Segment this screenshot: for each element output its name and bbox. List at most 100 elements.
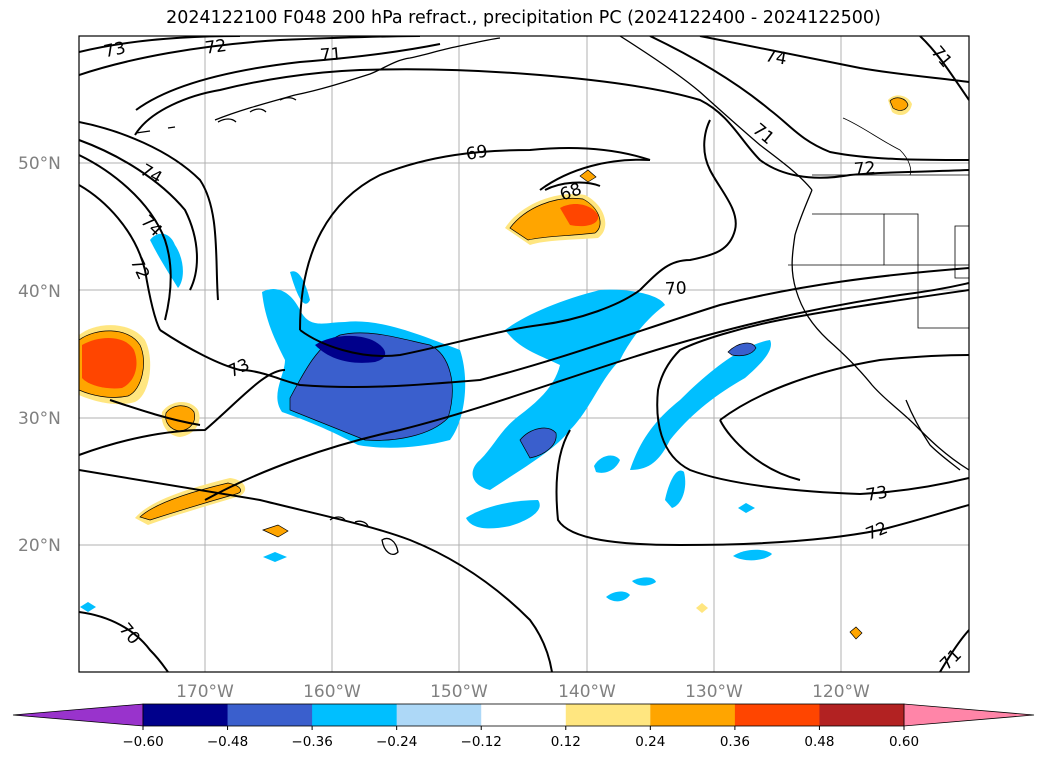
- contour-line: [539, 158, 651, 191]
- precip-anomaly-positive: [165, 405, 196, 432]
- contour-line: [79, 469, 553, 672]
- colorbar: −0.60 −0.48 −0.36 −0.24 −0.12 0.12 0.24 0.36 0.4…: [12, 703, 1035, 750]
- lon-label: 130°W: [685, 682, 743, 702]
- latitude-labels: 20°N 30°N 40°N 50°N: [18, 154, 61, 556]
- contour-line: [719, 419, 801, 481]
- contour-label: 73: [864, 482, 889, 505]
- state-border: [954, 225, 969, 279]
- precip-anomaly-negative: [632, 577, 656, 586]
- contour-label: 70: [664, 279, 687, 300]
- contour-label: 74: [137, 160, 166, 188]
- coastline: [167, 126, 176, 129]
- precip-anomaly-positive: [849, 626, 863, 640]
- contour-label: 72: [863, 518, 891, 545]
- lat-label: 30°N: [18, 409, 61, 429]
- precip-anomaly-positive: [262, 524, 289, 538]
- state-border: [812, 213, 969, 266]
- colorbar-segment: [650, 704, 736, 726]
- colorbar-tick-label: 0.48: [804, 734, 834, 750]
- colorbar-tick-label: 0.24: [635, 734, 665, 750]
- lon-label: 120°W: [812, 682, 870, 702]
- colorbar-segment: [734, 704, 820, 726]
- colorbar-extend-min: [12, 703, 144, 727]
- colorbar-segment: [565, 704, 651, 726]
- precipitation-shading: [79, 95, 912, 640]
- contour-label: 71: [748, 120, 777, 149]
- contour-line: [159, 267, 969, 389]
- precip-anomaly-negative: [594, 455, 620, 473]
- contour-label: 69: [464, 141, 489, 164]
- lon-label: 160°W: [303, 682, 361, 702]
- lat-label: 20°N: [18, 536, 61, 556]
- contour-line: [699, 36, 969, 83]
- colorbar-tick-label: −0.60: [122, 734, 163, 750]
- contour-label: 72: [853, 158, 876, 180]
- colorbar-segment: [819, 704, 905, 726]
- precip-anomaly-negative: [738, 503, 755, 513]
- precip-anomaly-negative: [290, 271, 310, 304]
- lon-label: 170°W: [176, 682, 234, 702]
- precip-anomaly-negative: [519, 427, 557, 459]
- coastline: [329, 516, 346, 521]
- precip-anomaly-positive: [579, 169, 597, 183]
- precip-anomaly-negative: [606, 591, 630, 602]
- lat-label: 40°N: [18, 282, 61, 302]
- colorbar-segment: [481, 704, 567, 726]
- contour-line: [939, 629, 969, 672]
- contour-line: [79, 184, 161, 331]
- coastline: [249, 108, 267, 113]
- refractivity-contours: [79, 36, 969, 672]
- colorbar-tick-label: −0.12: [461, 734, 502, 750]
- contour-line: [544, 181, 601, 191]
- colorbar-frame: [142, 703, 905, 727]
- coastline: [619, 36, 813, 191]
- precip-anomaly-negative: [630, 340, 771, 470]
- political-borders: [788, 117, 969, 329]
- precip-anomaly-negative: [80, 602, 96, 612]
- coastline: [354, 520, 369, 527]
- contour-label: 73: [225, 355, 253, 382]
- lat-label: 50°N: [18, 154, 61, 174]
- precip-anomaly-negative: [315, 335, 386, 363]
- contour-line: [79, 36, 421, 76]
- coastline: [135, 130, 151, 134]
- map-title: 2024122100 F048 200 hPa refract., precip…: [166, 8, 881, 28]
- contour-label: 72: [204, 36, 228, 59]
- contour-line: [299, 119, 737, 357]
- precip-anomaly-negative: [665, 470, 686, 508]
- precip-anomaly-negative: [727, 342, 757, 357]
- contour-label: 72: [126, 255, 153, 283]
- precip-anomaly-positive: [560, 204, 599, 227]
- contour-line: [79, 611, 169, 672]
- precip-anomaly-positive: [889, 97, 909, 111]
- contour-line: [79, 369, 286, 456]
- colorbar-segment: [396, 704, 482, 726]
- colorbar-tick-label: 0.60: [889, 734, 919, 750]
- coastline: [214, 37, 501, 121]
- contour-line: [649, 36, 969, 161]
- colorbar-tick-label: 0.36: [720, 734, 750, 750]
- precip-anomaly-negative: [466, 500, 540, 529]
- contour-line: [919, 36, 969, 101]
- colorbar-tick-label: −0.48: [207, 734, 248, 750]
- colorbar-tick-label: 0.12: [551, 734, 581, 750]
- contour-line: [555, 429, 969, 547]
- longitude-labels: 170°W 160°W 150°W 140°W 130°W 120°W: [176, 682, 870, 702]
- precip-anomaly-negative: [733, 549, 772, 561]
- coastline: [217, 118, 237, 123]
- contour-line: [134, 68, 969, 179]
- contour-line: [204, 282, 969, 501]
- precip-anomaly-positive: [82, 338, 137, 389]
- contour-line: [135, 43, 441, 111]
- plot-frame: [78, 35, 970, 673]
- coastline: [279, 97, 297, 101]
- colorbar-segment: [312, 704, 398, 726]
- coastline: [381, 537, 399, 555]
- lon-label: 140°W: [558, 682, 616, 702]
- contour-labels: 73 72 71 74 69 68 72 74 71 74 72 73 70 7…: [102, 36, 966, 675]
- contour-label: 73: [102, 38, 127, 62]
- state-border: [884, 213, 969, 329]
- contour-line: [299, 147, 651, 331]
- contour-line: [79, 154, 172, 321]
